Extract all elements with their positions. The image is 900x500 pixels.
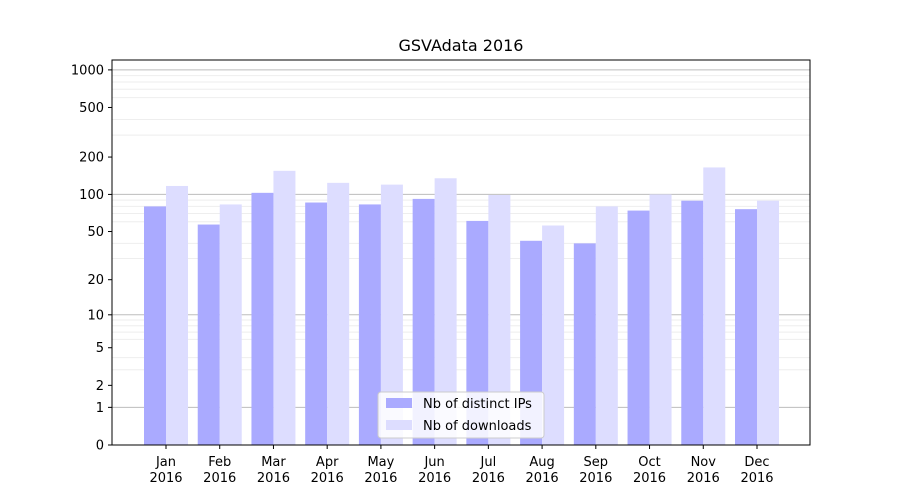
bar-downloads: [757, 200, 779, 445]
bar-downloads: [380, 184, 403, 445]
legend-box: [377, 391, 545, 439]
x-tick-label-year: 2016: [687, 471, 720, 486]
x-tick-label-year: 2016: [740, 471, 773, 486]
x-tick-label-year: 2016: [472, 471, 505, 486]
x-tick-label-month: Aug: [529, 455, 554, 470]
y-tick-label: 50: [87, 225, 104, 240]
y-tick-label: 200: [79, 151, 104, 166]
y-axis: 0 1 2 5 10 20 50 100 200 500 1000: [71, 63, 112, 454]
x-tick-label-month: Apr: [316, 455, 339, 470]
x-tick-label-year: 2016: [203, 471, 236, 486]
x-axis: Jan2016Feb2016Mar2016Apr2016May2016Jun20…: [149, 445, 774, 486]
bar-distinct-ips: [305, 202, 328, 445]
x-tick-label-year: 2016: [149, 471, 182, 486]
y-tick-label: 20: [87, 273, 104, 288]
chart-title: GSVAdata 2016: [399, 36, 524, 55]
y-tick-label: 500: [79, 101, 104, 116]
bar-downloads: [542, 225, 565, 445]
bar-downloads: [166, 185, 188, 445]
bar-distinct-ips: [144, 206, 166, 445]
bar-downloads: [488, 194, 511, 445]
x-tick-label-year: 2016: [418, 471, 451, 486]
y-tick-label: 1000: [71, 63, 104, 78]
x-tick-label-year: 2016: [579, 471, 612, 486]
bar-distinct-ips: [681, 200, 704, 445]
x-tick-label-month: Jun: [423, 455, 444, 470]
y-tick-label: 100: [79, 188, 104, 203]
x-tick-label-year: 2016: [526, 471, 559, 486]
legend-label-downloads: Nb of downloads: [423, 419, 532, 434]
x-tick-label-month: Sep: [584, 455, 609, 470]
x-tick-label-year: 2016: [311, 471, 344, 486]
y-tick-label: 1: [96, 401, 104, 416]
bar-downloads: [703, 167, 726, 445]
legend-swatch-distinct-ips: [386, 398, 412, 408]
x-tick-label-month: Jul: [480, 455, 497, 470]
x-tick-label-month: Dec: [744, 455, 769, 470]
bar-distinct-ips: [466, 220, 489, 445]
x-tick-label-month: Oct: [638, 455, 660, 470]
legend-label-distinct-ips: Nb of distinct IPs: [423, 397, 532, 412]
y-tick-label: 5: [96, 341, 104, 356]
plot-frame: [111, 59, 811, 446]
y-tick-label: 0: [96, 439, 104, 454]
x-tick-label-year: 2016: [364, 471, 397, 486]
x-tick-label-year: 2016: [257, 471, 290, 486]
bar-distinct-ips: [627, 210, 650, 445]
bar-downloads: [219, 204, 242, 445]
x-tick-label-month: Mar: [261, 455, 286, 470]
bar-distinct-ips: [412, 198, 435, 445]
x-tick-label-month: Jan: [155, 455, 176, 470]
bar-downloads: [327, 182, 350, 445]
bar-distinct-ips: [735, 209, 757, 445]
bar-distinct-ips: [197, 224, 220, 445]
bar-distinct-ips: [573, 243, 596, 445]
x-tick-label-year: 2016: [633, 471, 666, 486]
legend-swatch-downloads: [386, 420, 412, 430]
x-tick-label-month: May: [367, 455, 394, 470]
y-tick-label: 2: [96, 379, 104, 394]
y-tick-label: 10: [87, 308, 104, 323]
bar-distinct-ips: [358, 204, 381, 445]
bar-downloads: [595, 206, 618, 445]
bar-downloads: [434, 178, 457, 445]
bar-distinct-ips: [251, 192, 274, 445]
x-tick-label-month: Nov: [691, 455, 717, 470]
x-tick-label-month: Feb: [208, 455, 231, 470]
legend: Nb of distinct IPs Nb of downloads: [377, 391, 545, 439]
bar-downloads: [649, 194, 672, 445]
bar-downloads: [273, 170, 296, 446]
